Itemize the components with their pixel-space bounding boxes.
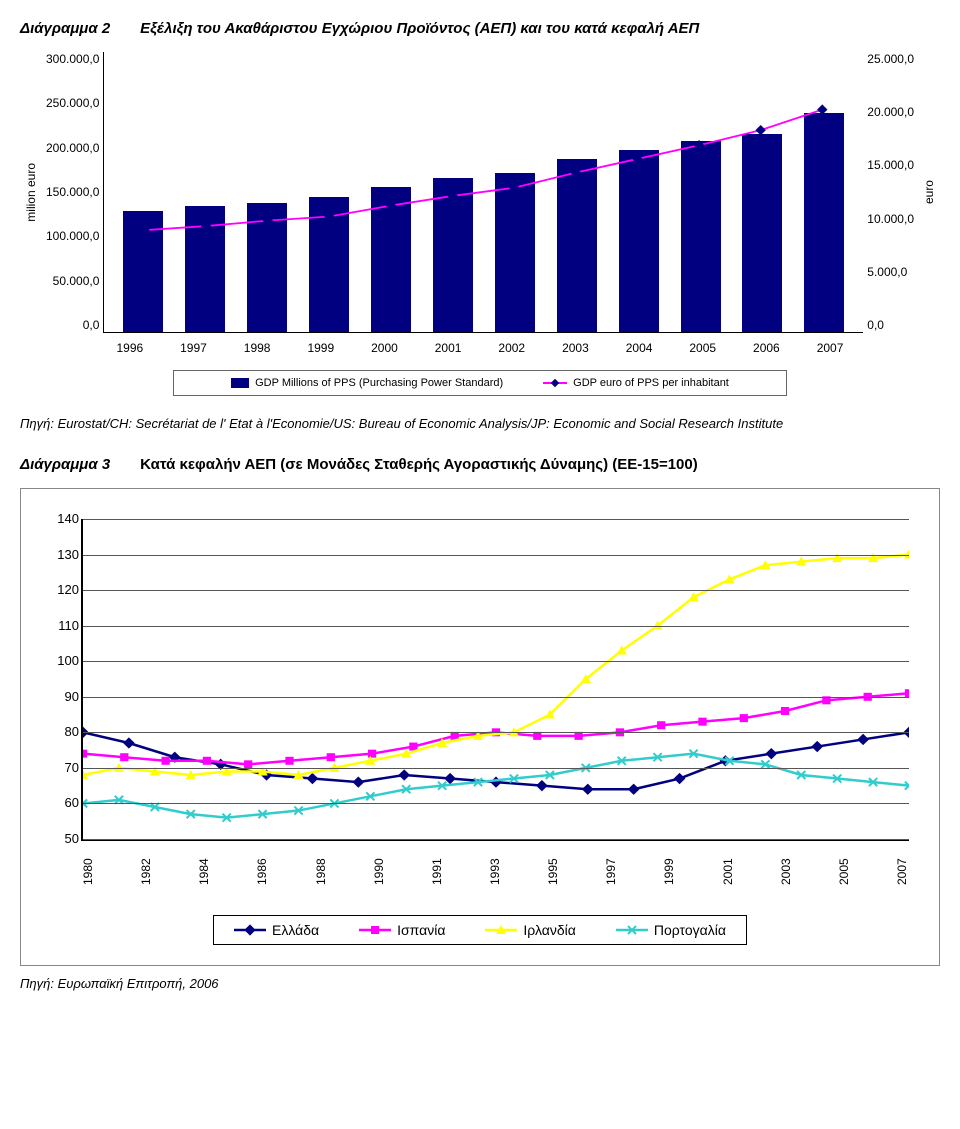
chart2-box: 5060708090100110120130140 19801982198419…: [20, 488, 940, 966]
legend-bar: GDP Millions of PPS (Purchasing Power St…: [231, 377, 503, 389]
chart1-y-left-label: milion euro: [20, 163, 42, 222]
chart2-plot: 5060708090100110120130140: [81, 519, 909, 841]
bar: [123, 211, 163, 332]
bar: [804, 113, 844, 332]
chart1-legend: GDP Millions of PPS (Purchasing Power St…: [173, 370, 787, 396]
legend-line-swatch: [543, 382, 567, 384]
legend-item: Ιρλανδία: [485, 922, 575, 938]
chart1-y-right-axis: 25.000,020.000,015.000,010.000,05.000,00…: [863, 52, 918, 332]
bar: [495, 173, 535, 332]
legend-item: Ελλάδα: [234, 922, 319, 938]
chart1-plot: [103, 52, 863, 333]
chart2-prefix: Διάγραμμα 3: [20, 456, 110, 473]
chart2-source: Πηγή: Ευρωπαϊκή Επιτροπή, 2006: [20, 976, 940, 991]
legend-item: Πορτογαλία: [616, 922, 726, 938]
chart1-y-left-axis: 300.000,0250.000,0200.000,0150.000,0100.…: [42, 52, 103, 332]
bar: [681, 141, 721, 332]
chart1: milion euro 300.000,0250.000,0200.000,01…: [20, 52, 940, 396]
bar: [247, 203, 287, 332]
chart1-source: Πηγή: Eurostat/CH: Secrétariat de l' Eta…: [20, 416, 940, 431]
legend-line-label: GDP euro of PPS per inhabitant: [573, 377, 729, 389]
chart1-title: Εξέλιξη του Ακαθάριστου Εγχώριου Προϊόντ…: [140, 20, 699, 37]
bar: [619, 150, 659, 332]
chart1-prefix: Διάγραμμα 2: [20, 20, 110, 37]
legend-line: GDP euro of PPS per inhabitant: [543, 377, 729, 389]
legend-bar-label: GDP Millions of PPS (Purchasing Power St…: [255, 377, 503, 389]
legend-bar-swatch: [231, 378, 249, 388]
bar: [433, 178, 473, 332]
bar: [557, 159, 597, 332]
bar: [371, 187, 411, 332]
chart1-y-right-label: euro: [918, 180, 940, 204]
legend-item: Ισπανία: [359, 922, 445, 938]
chart2-legend: Ελλάδα Ισπανία Ιρλανδία Πορτογαλία: [213, 915, 747, 945]
bar: [309, 197, 349, 332]
bar: [185, 206, 225, 332]
chart1-title-row: Διάγραμμα 2 Εξέλιξη του Ακαθάριστου Εγχώ…: [20, 20, 940, 37]
chart2-lines: [83, 519, 909, 839]
chart2-title: Κατά κεφαλήν ΑΕΠ (σε Μονάδες Σταθερής Αγ…: [140, 456, 698, 473]
chart1-x-labels: 1996199719981999200020012002200320042005…: [90, 333, 870, 355]
chart2-title-row: Διάγραμμα 3 Κατά κεφαλήν ΑΕΠ (σε Μονάδες…: [20, 456, 940, 473]
bar: [742, 134, 782, 332]
chart2-x-labels: 1980198219841986198819901991199319951997…: [81, 845, 909, 885]
